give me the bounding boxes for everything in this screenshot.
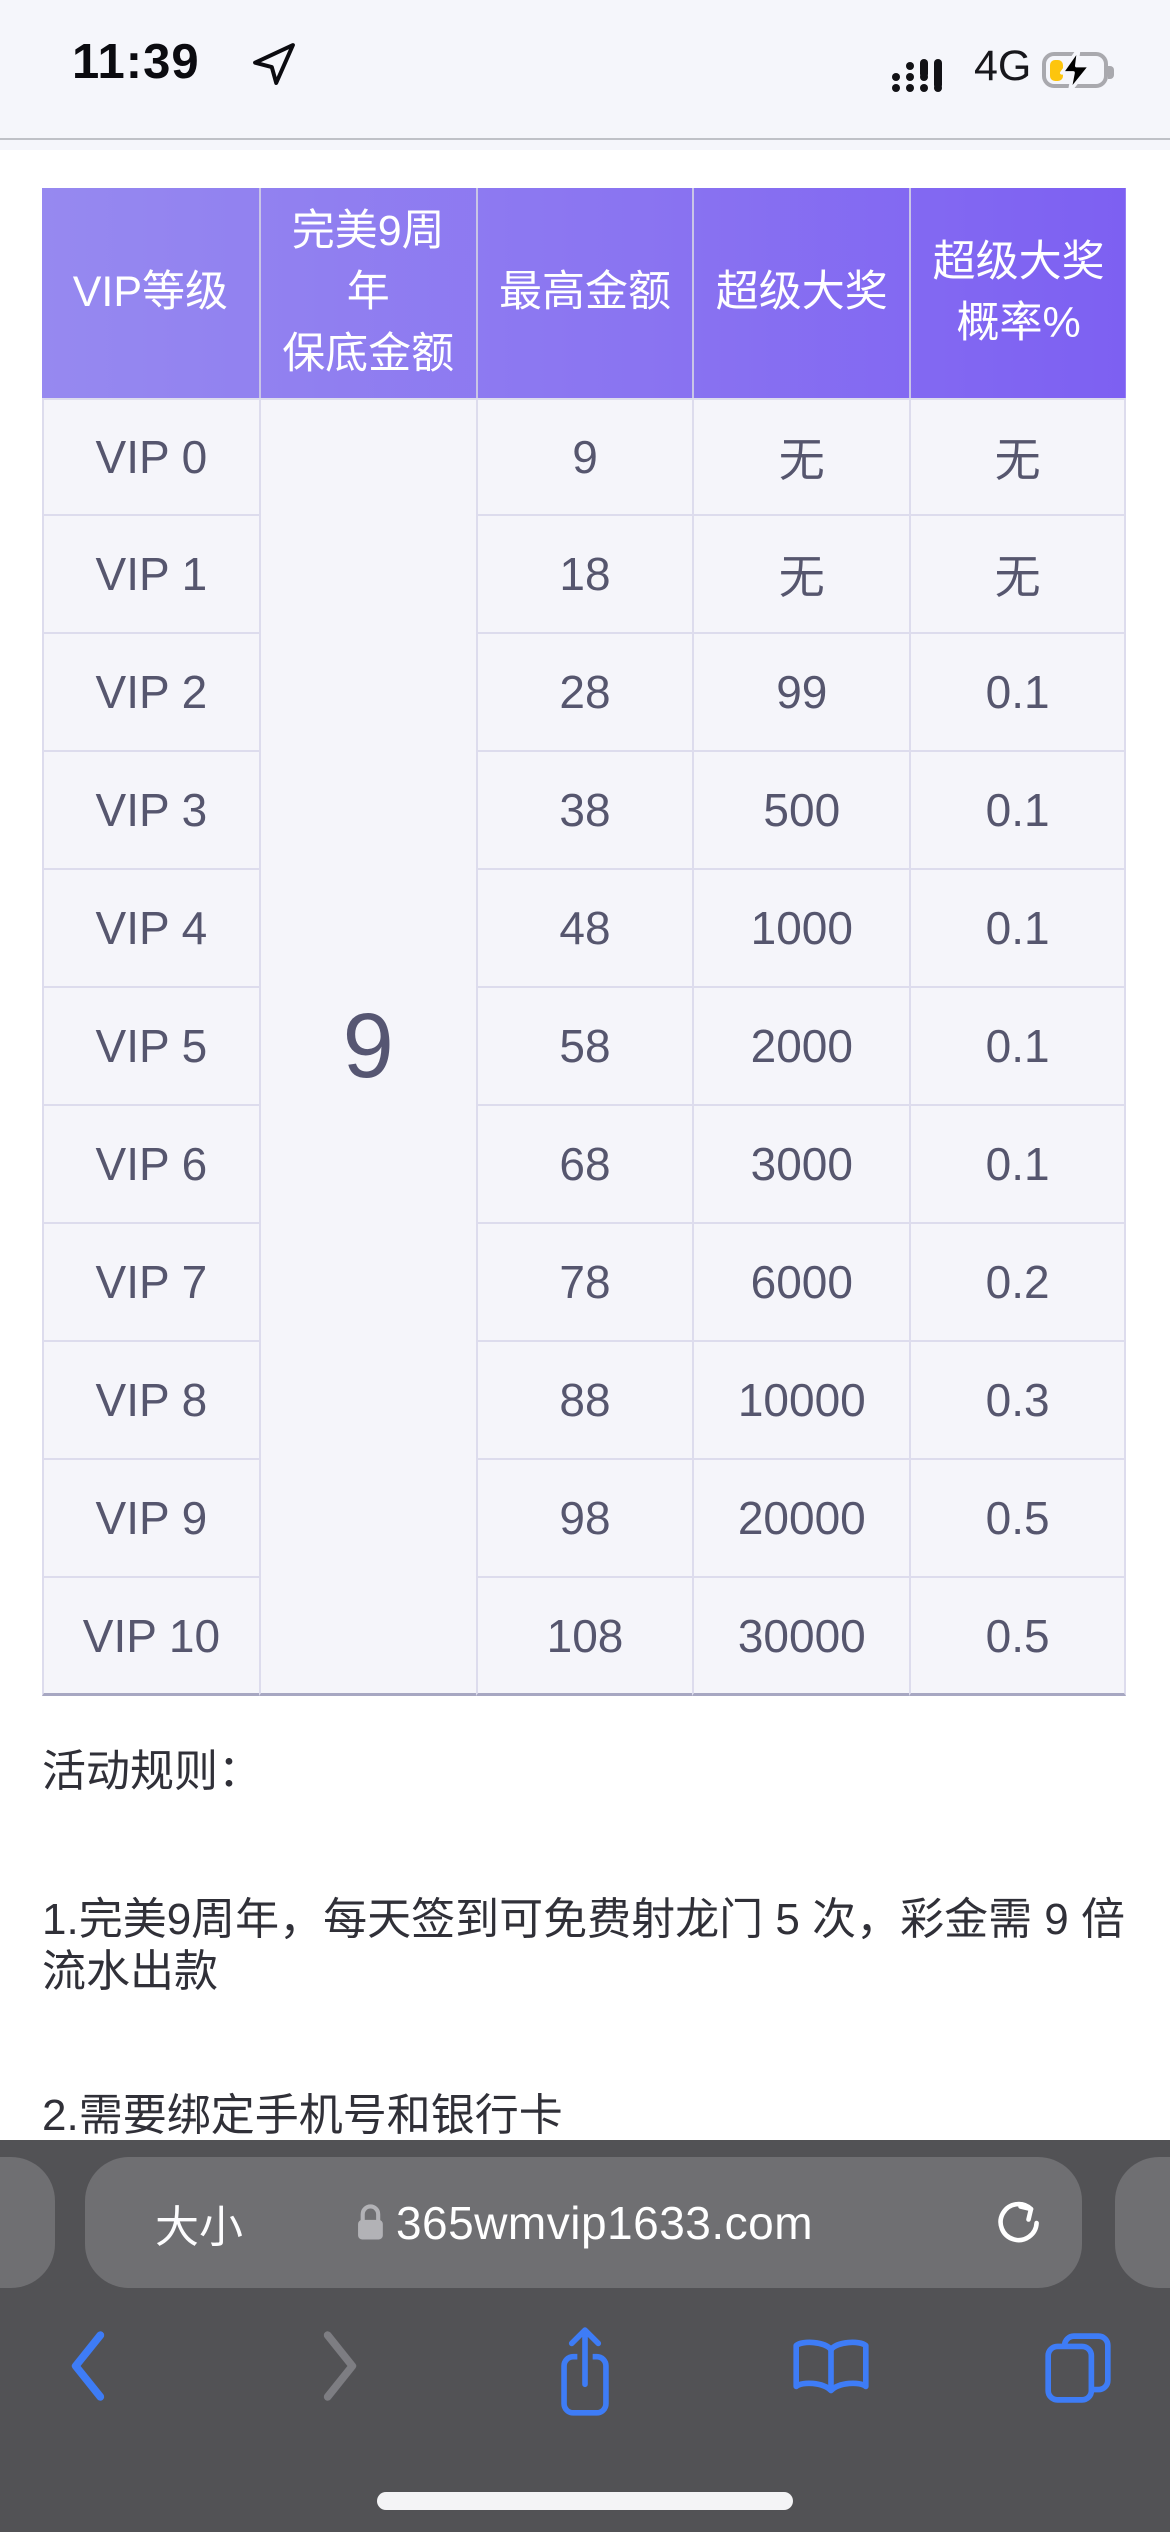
rules-title: 活动规则：	[42, 1747, 262, 1796]
cell-super-prize: 无	[692, 398, 910, 516]
cell-max-amount: 9	[475, 398, 693, 516]
cell-super-prize: 99	[692, 634, 910, 752]
cell-max-amount: 58	[475, 988, 693, 1106]
cell-probability: 0.1	[909, 752, 1126, 870]
header-super-prize: 超级大奖	[692, 188, 909, 398]
table-row: VIP 3 38 500 0.1	[42, 752, 1126, 870]
network-type-label: 4G	[974, 42, 1032, 90]
cell-vip-level: VIP 7	[42, 1224, 259, 1342]
cell-vip-level: VIP 8	[42, 1342, 259, 1460]
table-row: VIP 10 108 30000 0.5	[42, 1578, 1126, 1696]
reload-button[interactable]	[992, 2157, 1046, 2288]
cell-guarantee-merged: 9	[258, 398, 476, 1696]
tabs-icon[interactable]	[1042, 2332, 1114, 2404]
header-vip-level: VIP等级	[72, 268, 229, 317]
cell-max-amount: 48	[475, 870, 693, 988]
cell-probability: 0.1	[909, 870, 1126, 988]
header-super-prize-probability: 超级大奖 概率%	[909, 188, 1126, 398]
cell-max-amount: 38	[475, 752, 693, 870]
cell-super-prize: 3000	[692, 1106, 910, 1224]
rule-item-2: 2.需要绑定手机号和银行卡	[42, 2091, 563, 2140]
url-domain-group[interactable]: 365wmvip1633.com	[354, 2157, 813, 2288]
cell-vip-level: VIP 1	[42, 516, 259, 634]
cell-max-amount: 68	[475, 1106, 693, 1224]
cell-max-amount: 108	[475, 1578, 693, 1696]
cell-super-prize: 1000	[692, 870, 910, 988]
cell-super-prize: 10000	[692, 1342, 910, 1460]
table-row: VIP 9 98 20000 0.5	[42, 1460, 1126, 1578]
forward-button-icon[interactable]	[319, 2329, 361, 2403]
page-text-size-button[interactable]: 大小	[155, 2202, 243, 2252]
battery-charge-level	[1050, 60, 1063, 81]
rule-item-1: 1.完美9周年，每天签到可免费射龙门 5 次，彩金需 9 倍流水出款	[42, 1895, 1126, 1996]
table-row: VIP 2 28 99 0.1	[42, 634, 1126, 752]
url-bar[interactable]: 大小 365wmvip1633.com	[85, 2157, 1082, 2288]
battery-nub	[1108, 66, 1114, 79]
cell-vip-level: VIP 9	[42, 1460, 259, 1578]
location-arrow-icon	[253, 43, 295, 85]
cell-super-prize: 6000	[692, 1224, 910, 1342]
cell-max-amount: 98	[475, 1460, 693, 1578]
cell-probability: 0.5	[909, 1460, 1126, 1578]
activity-rules: 活动规则： 1.完美9周年，每天签到可免费射龙门 5 次，彩金需 9 倍流水出款…	[42, 1746, 1132, 2142]
header-max-amount: 最高金额	[475, 188, 693, 398]
cell-probability: 无	[909, 516, 1126, 634]
table-row: VIP 7 78 6000 0.2	[42, 1224, 1126, 1342]
lock-icon	[357, 2203, 383, 2240]
cell-max-amount: 18	[475, 516, 693, 634]
cell-probability: 无	[909, 398, 1126, 516]
cell-max-amount: 88	[475, 1342, 693, 1460]
table-row: VIP 8 88 10000 0.3	[42, 1342, 1126, 1460]
cell-max-amount: 78	[475, 1224, 693, 1342]
cell-super-prize: 20000	[692, 1460, 910, 1578]
cell-probability: 0.1	[909, 988, 1126, 1106]
cell-probability: 0.2	[909, 1224, 1126, 1342]
table-header-row: VIP等级 完美9周年 保底金额 最高金额 超级大奖 超级大奖 概率%	[42, 188, 1126, 398]
status-bar: 11:39 4G	[0, 0, 1170, 150]
cell-vip-level: VIP 0	[42, 398, 259, 516]
cell-super-prize: 无	[692, 516, 910, 634]
status-bar-divider	[0, 138, 1170, 140]
table-row: VIP 5 58 2000 0.1	[42, 988, 1126, 1106]
reload-icon	[998, 2201, 1039, 2242]
safari-bottom-bar: 大小 365wmvip1633.com	[0, 2140, 1170, 2532]
table-row: VIP 1 18 无 无	[42, 516, 1126, 634]
previous-tab-stub[interactable]	[0, 2157, 55, 2288]
home-indicator[interactable]	[377, 2492, 793, 2510]
status-time: 11:39	[72, 35, 200, 89]
cell-probability: 0.1	[909, 1106, 1126, 1224]
charging-bolt-icon	[1060, 46, 1092, 94]
next-tab-stub[interactable]	[1115, 2157, 1170, 2288]
cell-probability: 0.3	[909, 1342, 1126, 1460]
cell-vip-level: VIP 10	[42, 1578, 259, 1696]
header-guarantee-amount: 完美9周年 保底金额	[258, 188, 476, 398]
back-button-icon[interactable]	[67, 2329, 109, 2403]
url-domain-text: 365wmvip1633.com	[395, 2196, 814, 2249]
vip-table: VIP等级 完美9周年 保底金额 最高金额 超级大奖 超级大奖 概率% VIP …	[42, 188, 1126, 1696]
cell-vip-level: VIP 2	[42, 634, 259, 752]
table-row: VIP 4 48 1000 0.1	[42, 870, 1126, 988]
table-row: VIP 0 9 9 无 无	[42, 398, 1126, 1696]
cell-vip-level: VIP 6	[42, 1106, 259, 1224]
cell-vip-level: VIP 5	[42, 988, 259, 1106]
cell-max-amount: 28	[475, 634, 693, 752]
cell-vip-level: VIP 3	[42, 752, 259, 870]
share-icon[interactable]	[549, 2325, 621, 2419]
cell-super-prize: 30000	[692, 1578, 910, 1696]
bookmarks-icon[interactable]	[788, 2336, 874, 2400]
cell-super-prize: 2000	[692, 988, 910, 1106]
table-row: VIP 6 68 3000 0.1	[42, 1106, 1126, 1224]
cell-probability: 0.1	[909, 634, 1126, 752]
cell-probability: 0.5	[909, 1578, 1126, 1696]
cell-super-prize: 500	[692, 752, 910, 870]
cellular-signal-icon	[892, 42, 942, 92]
cell-vip-level: VIP 4	[42, 870, 259, 988]
